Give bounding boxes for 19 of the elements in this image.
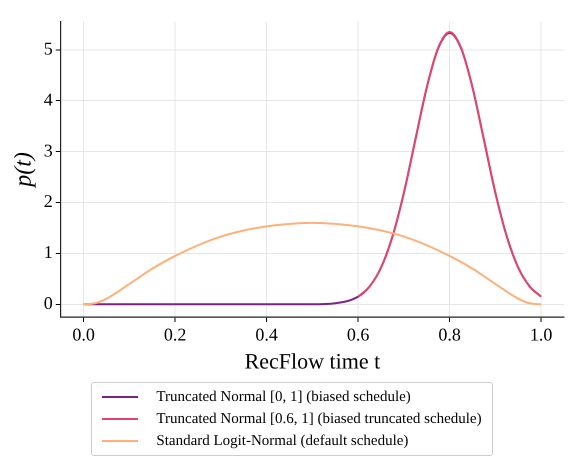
line-series (82, 222, 542, 306)
legend-label: Truncated Normal [0, 1] (biased schedule) (156, 388, 411, 406)
x-tick-label: 0.0 (72, 324, 95, 345)
y-tick-label: 2 (44, 191, 53, 212)
x-tick-label: 0.2 (164, 324, 186, 345)
y-tick-label: 4 (44, 89, 53, 110)
x-tick-label: 0.8 (438, 324, 461, 345)
x-tick-label: 1.0 (530, 324, 552, 345)
x-tick-label: 0.4 (255, 324, 278, 345)
y-axis-title: p(t) (10, 152, 37, 189)
legend-label: Standard Logit-Normal (default schedule) (156, 432, 408, 450)
line-series (357, 30, 542, 298)
legend-label: Truncated Normal [0.6, 1] (biased truncated schedule) (156, 410, 482, 428)
y-tick-label: 5 (44, 38, 53, 59)
x-tick-label: 0.6 (346, 324, 370, 345)
y-tick-label: 3 (44, 140, 53, 160)
y-tick-label: 0 (44, 293, 53, 314)
y-tick-label: 1 (44, 242, 53, 262)
x-axis-title: RecFlow time t (244, 348, 380, 374)
